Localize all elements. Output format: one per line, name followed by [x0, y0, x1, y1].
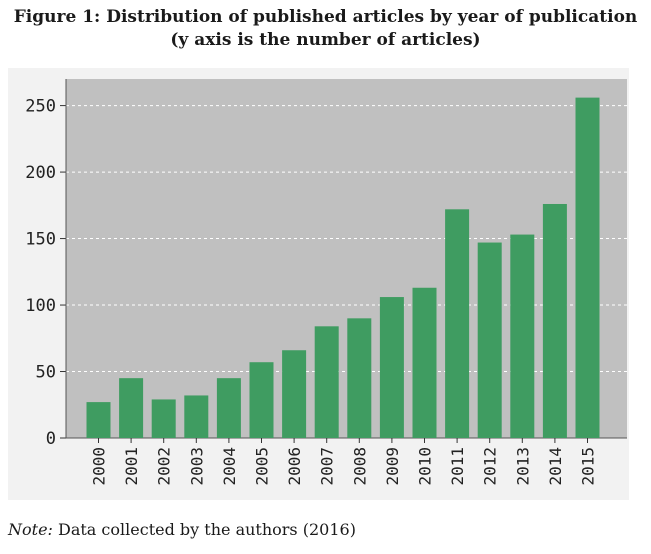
bar: [282, 350, 307, 438]
bar: [575, 97, 600, 439]
bar: [86, 402, 111, 438]
y-tick-label: 50: [36, 363, 56, 383]
plot-area: [66, 79, 627, 438]
bar: [477, 242, 502, 438]
x-tick-label: 2015: [579, 447, 598, 486]
y-tick-label: 250: [25, 97, 56, 117]
bar: [216, 378, 241, 438]
x-tick-label: 2011: [448, 447, 467, 486]
bar: [412, 287, 437, 438]
bar: [445, 209, 470, 438]
figure-title-line-2: (y axis is the number of articles): [170, 30, 481, 50]
y-tick-label: 150: [25, 230, 56, 250]
x-tick-label: 2009: [383, 447, 402, 486]
x-tick-label: 2006: [285, 447, 304, 486]
bar: [184, 395, 209, 438]
bar-chart: 0 50 100 150 200 250 2000 2001 2002 2003 2004 2005 2…: [25, 79, 627, 486]
chart-container: 0 50 100 150 200 250 2000 2001 2002 2003 2004 2005 2…: [8, 68, 629, 500]
note-label: Note:: [8, 520, 53, 539]
figure-title: Figure 1: Distribution of published arti…: [0, 6, 651, 52]
x-tick-label: 2005: [253, 447, 272, 486]
x-tick-label: 2014: [546, 447, 565, 486]
bar: [542, 203, 567, 438]
bar: [510, 234, 535, 438]
x-tick-label: 2002: [155, 447, 174, 486]
x-tick-label: 2001: [122, 447, 141, 486]
x-tick-label: 2000: [90, 447, 109, 486]
bar: [151, 399, 176, 438]
y-tick-label: 0: [46, 429, 56, 449]
note-text: Data collected by the authors (2016): [52, 520, 356, 539]
x-tick-label: 2007: [318, 447, 337, 486]
x-tick-label: 2010: [416, 447, 435, 486]
x-tick-label: 2004: [220, 447, 239, 486]
x-tick-label: 2012: [481, 447, 500, 486]
x-tick-label: 2008: [350, 447, 369, 486]
bar: [119, 378, 144, 438]
bar: [347, 318, 372, 438]
figure-title-line-1: Figure 1: Distribution of published arti…: [13, 7, 638, 27]
bar: [379, 297, 404, 438]
x-tick-label: 2003: [187, 447, 206, 486]
bar: [249, 362, 274, 438]
x-tick-label: 2013: [513, 447, 532, 486]
bar: [314, 326, 339, 438]
figure-note: Note: Data collected by the authors (201…: [8, 520, 356, 539]
y-tick-label: 100: [25, 296, 56, 316]
y-tick-label: 200: [25, 163, 56, 183]
